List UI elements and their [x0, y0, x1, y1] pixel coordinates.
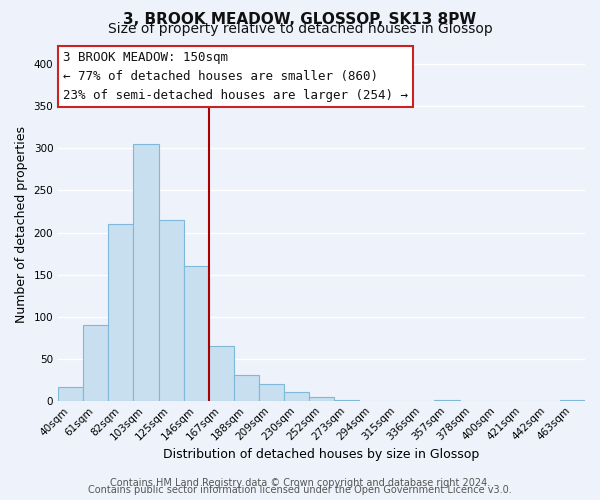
Bar: [158, 220, 184, 400]
Bar: [133, 144, 158, 401]
Text: 3, BROOK MEADOW, GLOSSOP, SK13 8PW: 3, BROOK MEADOW, GLOSSOP, SK13 8PW: [124, 12, 476, 28]
Bar: [58, 388, 83, 400]
Bar: [284, 392, 309, 400]
X-axis label: Distribution of detached houses by size in Glossop: Distribution of detached houses by size …: [163, 448, 480, 461]
Bar: [259, 384, 284, 400]
Text: 3 BROOK MEADOW: 150sqm
← 77% of detached houses are smaller (860)
23% of semi-de: 3 BROOK MEADOW: 150sqm ← 77% of detached…: [64, 51, 409, 102]
Bar: [234, 376, 259, 400]
Bar: [83, 325, 109, 400]
Bar: [184, 266, 209, 400]
Text: Size of property relative to detached houses in Glossop: Size of property relative to detached ho…: [107, 22, 493, 36]
Bar: [309, 396, 334, 400]
Bar: [209, 346, 234, 401]
Y-axis label: Number of detached properties: Number of detached properties: [15, 126, 28, 322]
Bar: [109, 224, 133, 400]
Text: Contains public sector information licensed under the Open Government Licence v3: Contains public sector information licen…: [88, 485, 512, 495]
Text: Contains HM Land Registry data © Crown copyright and database right 2024.: Contains HM Land Registry data © Crown c…: [110, 478, 490, 488]
